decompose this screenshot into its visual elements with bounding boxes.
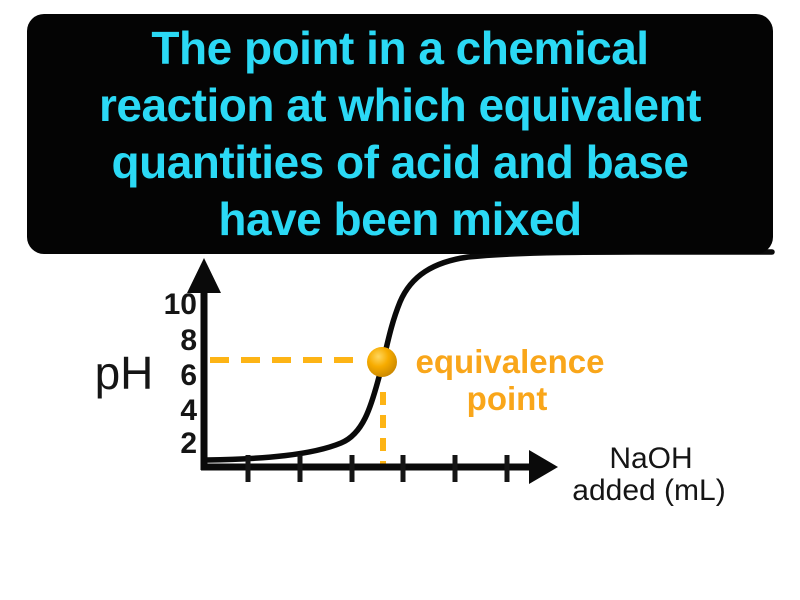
x-axis-arrowhead-icon: [529, 450, 558, 484]
y-tick-label: 8: [180, 324, 197, 357]
equivalence-point-annotation: equivalence point: [416, 343, 605, 417]
annotation-line-1: equivalence: [416, 343, 605, 380]
x-axis-ticks: [245, 455, 510, 482]
y-tick-label: 4: [180, 394, 197, 427]
definition-text-line: The point in a chemical: [151, 22, 649, 74]
x-axis-label: NaOH added (mL): [572, 442, 725, 507]
y-tick-labels: 10 8 6 4 2: [164, 288, 198, 460]
definition-text-line: reaction at which equivalent: [98, 79, 702, 131]
y-axis-label: pH: [95, 347, 154, 399]
x-axis-label-line-2: added (mL): [572, 474, 725, 507]
y-axis-arrowhead-icon: [187, 258, 221, 293]
definition-banner: The point in a chemical reaction at whic…: [27, 14, 773, 254]
x-axis-label-line-1: NaOH: [609, 442, 692, 475]
annotation-line-2: point: [467, 380, 548, 417]
definition-text-line: have been mixed: [218, 193, 582, 245]
equivalence-point-marker: [367, 347, 397, 377]
y-tick-label: 10: [164, 288, 197, 321]
definition-text-line: quantities of acid and base: [111, 136, 689, 188]
y-tick-label: 2: [180, 427, 197, 460]
y-tick-label: 6: [180, 359, 197, 392]
